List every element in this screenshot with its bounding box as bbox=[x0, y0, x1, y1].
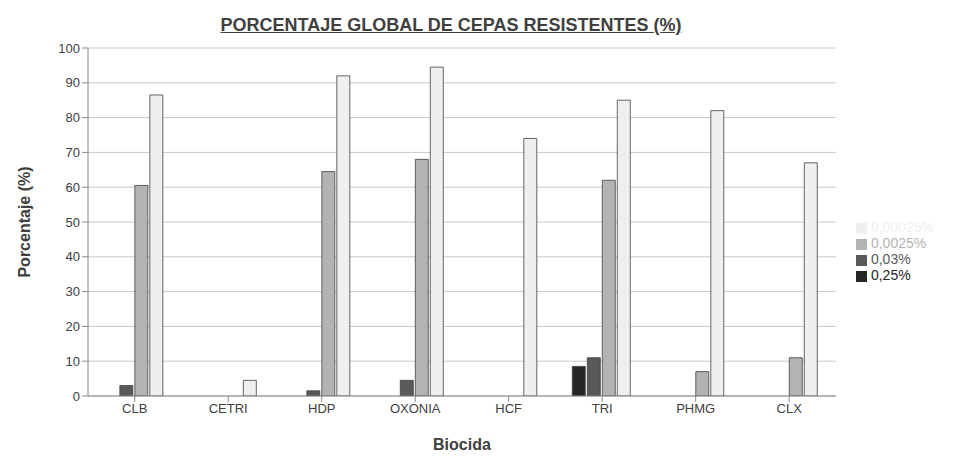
svg-text:70: 70 bbox=[66, 145, 80, 160]
svg-text:CETRI: CETRI bbox=[209, 401, 248, 416]
svg-text:50: 50 bbox=[66, 215, 80, 230]
svg-text:30: 30 bbox=[66, 284, 80, 299]
svg-text:Porcentaje (%): Porcentaje (%) bbox=[16, 166, 33, 277]
svg-text:TRI: TRI bbox=[592, 401, 613, 416]
svg-text:40: 40 bbox=[66, 249, 80, 264]
svg-text:HDP: HDP bbox=[308, 401, 335, 416]
svg-text:CLB: CLB bbox=[122, 401, 147, 416]
svg-text:60: 60 bbox=[66, 180, 80, 195]
svg-text:HCF: HCF bbox=[495, 401, 522, 416]
svg-text:90: 90 bbox=[66, 75, 80, 90]
svg-text:100: 100 bbox=[58, 42, 80, 56]
svg-text:10: 10 bbox=[66, 354, 80, 369]
html-text:0,25%: 0,25% bbox=[870, 267, 911, 283]
svg-text:20: 20 bbox=[66, 319, 80, 334]
svg-text:PHMG: PHMG bbox=[676, 401, 715, 416]
html-text:0,00025%: 0,00025% bbox=[870, 219, 934, 235]
html-text:PORCENTAJE GLOBAL DE CEPAS RES: PORCENTAJE GLOBAL DE CEPAS RESISTENTES (… bbox=[220, 15, 682, 35]
svg-text:80: 80 bbox=[66, 110, 80, 125]
svg-text:Biocida: Biocida bbox=[433, 436, 491, 453]
svg-text:0: 0 bbox=[73, 389, 80, 404]
svg-text:OXONIA: OXONIA bbox=[390, 401, 441, 416]
svg-text:CLX: CLX bbox=[777, 401, 803, 416]
html-text:0,0025%: 0,0025% bbox=[870, 235, 927, 251]
html-text:0,03%: 0,03% bbox=[870, 251, 911, 267]
